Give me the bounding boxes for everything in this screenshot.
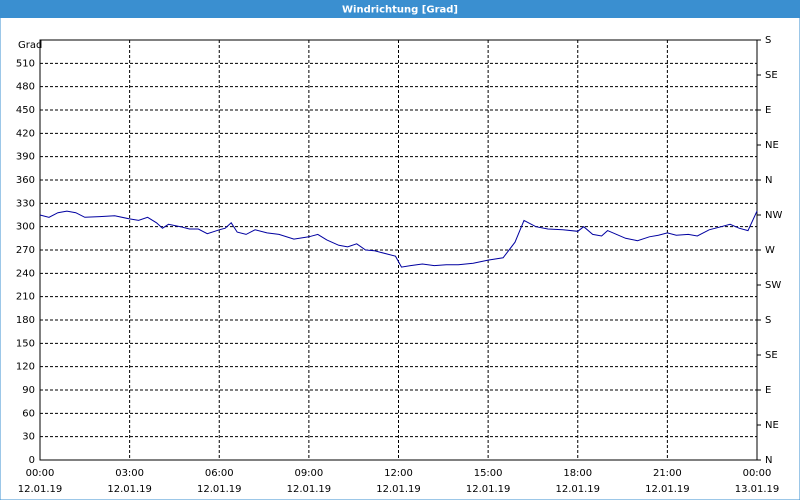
plot-border <box>39 39 758 461</box>
x-tick-date: 12.01.19 <box>645 484 690 495</box>
x-tick-label: 09:00 <box>294 468 323 479</box>
y-tick-label: 480 <box>16 82 35 93</box>
y-tick-label: 120 <box>16 362 35 373</box>
y-tick-label: 390 <box>16 152 35 163</box>
x-tick-date: 12.01.19 <box>287 484 332 495</box>
x-tick-label: 03:00 <box>115 468 144 479</box>
y-tick-label: 330 <box>16 198 35 209</box>
y-tick-label: 450 <box>16 105 35 116</box>
x-tick-label: 12:00 <box>384 468 413 479</box>
x-tick-label: 21:00 <box>653 468 682 479</box>
y2-tick-label: E <box>765 105 771 116</box>
y2-tick-label: NE <box>765 420 779 431</box>
y2-tick-label: NW <box>765 210 782 221</box>
y2-tick-label: SE <box>765 70 778 81</box>
x-tick-date: 12.01.19 <box>107 484 152 495</box>
y-axis-label: Grad <box>18 40 42 51</box>
data-line <box>39 210 758 268</box>
y-tick-label: 360 <box>16 175 35 186</box>
y-tick-label: 150 <box>16 338 35 349</box>
x-tick-date: 12.01.19 <box>376 484 421 495</box>
y-tick-label: 300 <box>16 222 35 233</box>
y-tick-label: 270 <box>16 245 35 256</box>
x-tick-label: 15:00 <box>474 468 503 479</box>
y-tick-label: 30 <box>22 432 35 443</box>
y2-tick-label: S <box>765 315 771 326</box>
y2-tick-label: NE <box>765 140 779 151</box>
x-tick-label: 06:00 <box>205 468 234 479</box>
title-bar <box>0 0 800 18</box>
x-tick-date: 13.01.19 <box>735 484 780 495</box>
y2-tick-label: S <box>765 35 771 46</box>
y-tick-label: 240 <box>16 268 35 279</box>
y-tick-label: 0 <box>29 455 35 466</box>
y-tick-label: 420 <box>16 128 35 139</box>
x-tick-date: 12.01.19 <box>555 484 600 495</box>
y2-tick-label: SW <box>765 280 781 291</box>
y-tick-label: 60 <box>22 408 35 419</box>
y-tick-label: 510 <box>16 58 35 69</box>
x-tick-date: 12.01.19 <box>18 484 63 495</box>
chart-title: Windrichtung [Grad] <box>342 5 458 16</box>
y-tick-label: 210 <box>16 292 35 303</box>
x-tick-label: 18:00 <box>563 468 592 479</box>
y-tick-label: 180 <box>16 315 35 326</box>
y2-tick-label: SE <box>765 350 778 361</box>
y2-tick-label: W <box>765 245 775 256</box>
y2-tick-label: N <box>765 455 772 466</box>
x-tick-label: 00:00 <box>26 468 55 479</box>
y-tick-label: 90 <box>22 385 35 396</box>
x-tick-date: 12.01.19 <box>197 484 242 495</box>
x-tick-date: 12.01.19 <box>466 484 511 495</box>
x-tick-label: 00:00 <box>743 468 772 479</box>
y2-tick-label: E <box>765 385 771 396</box>
y2-tick-label: N <box>765 175 772 186</box>
